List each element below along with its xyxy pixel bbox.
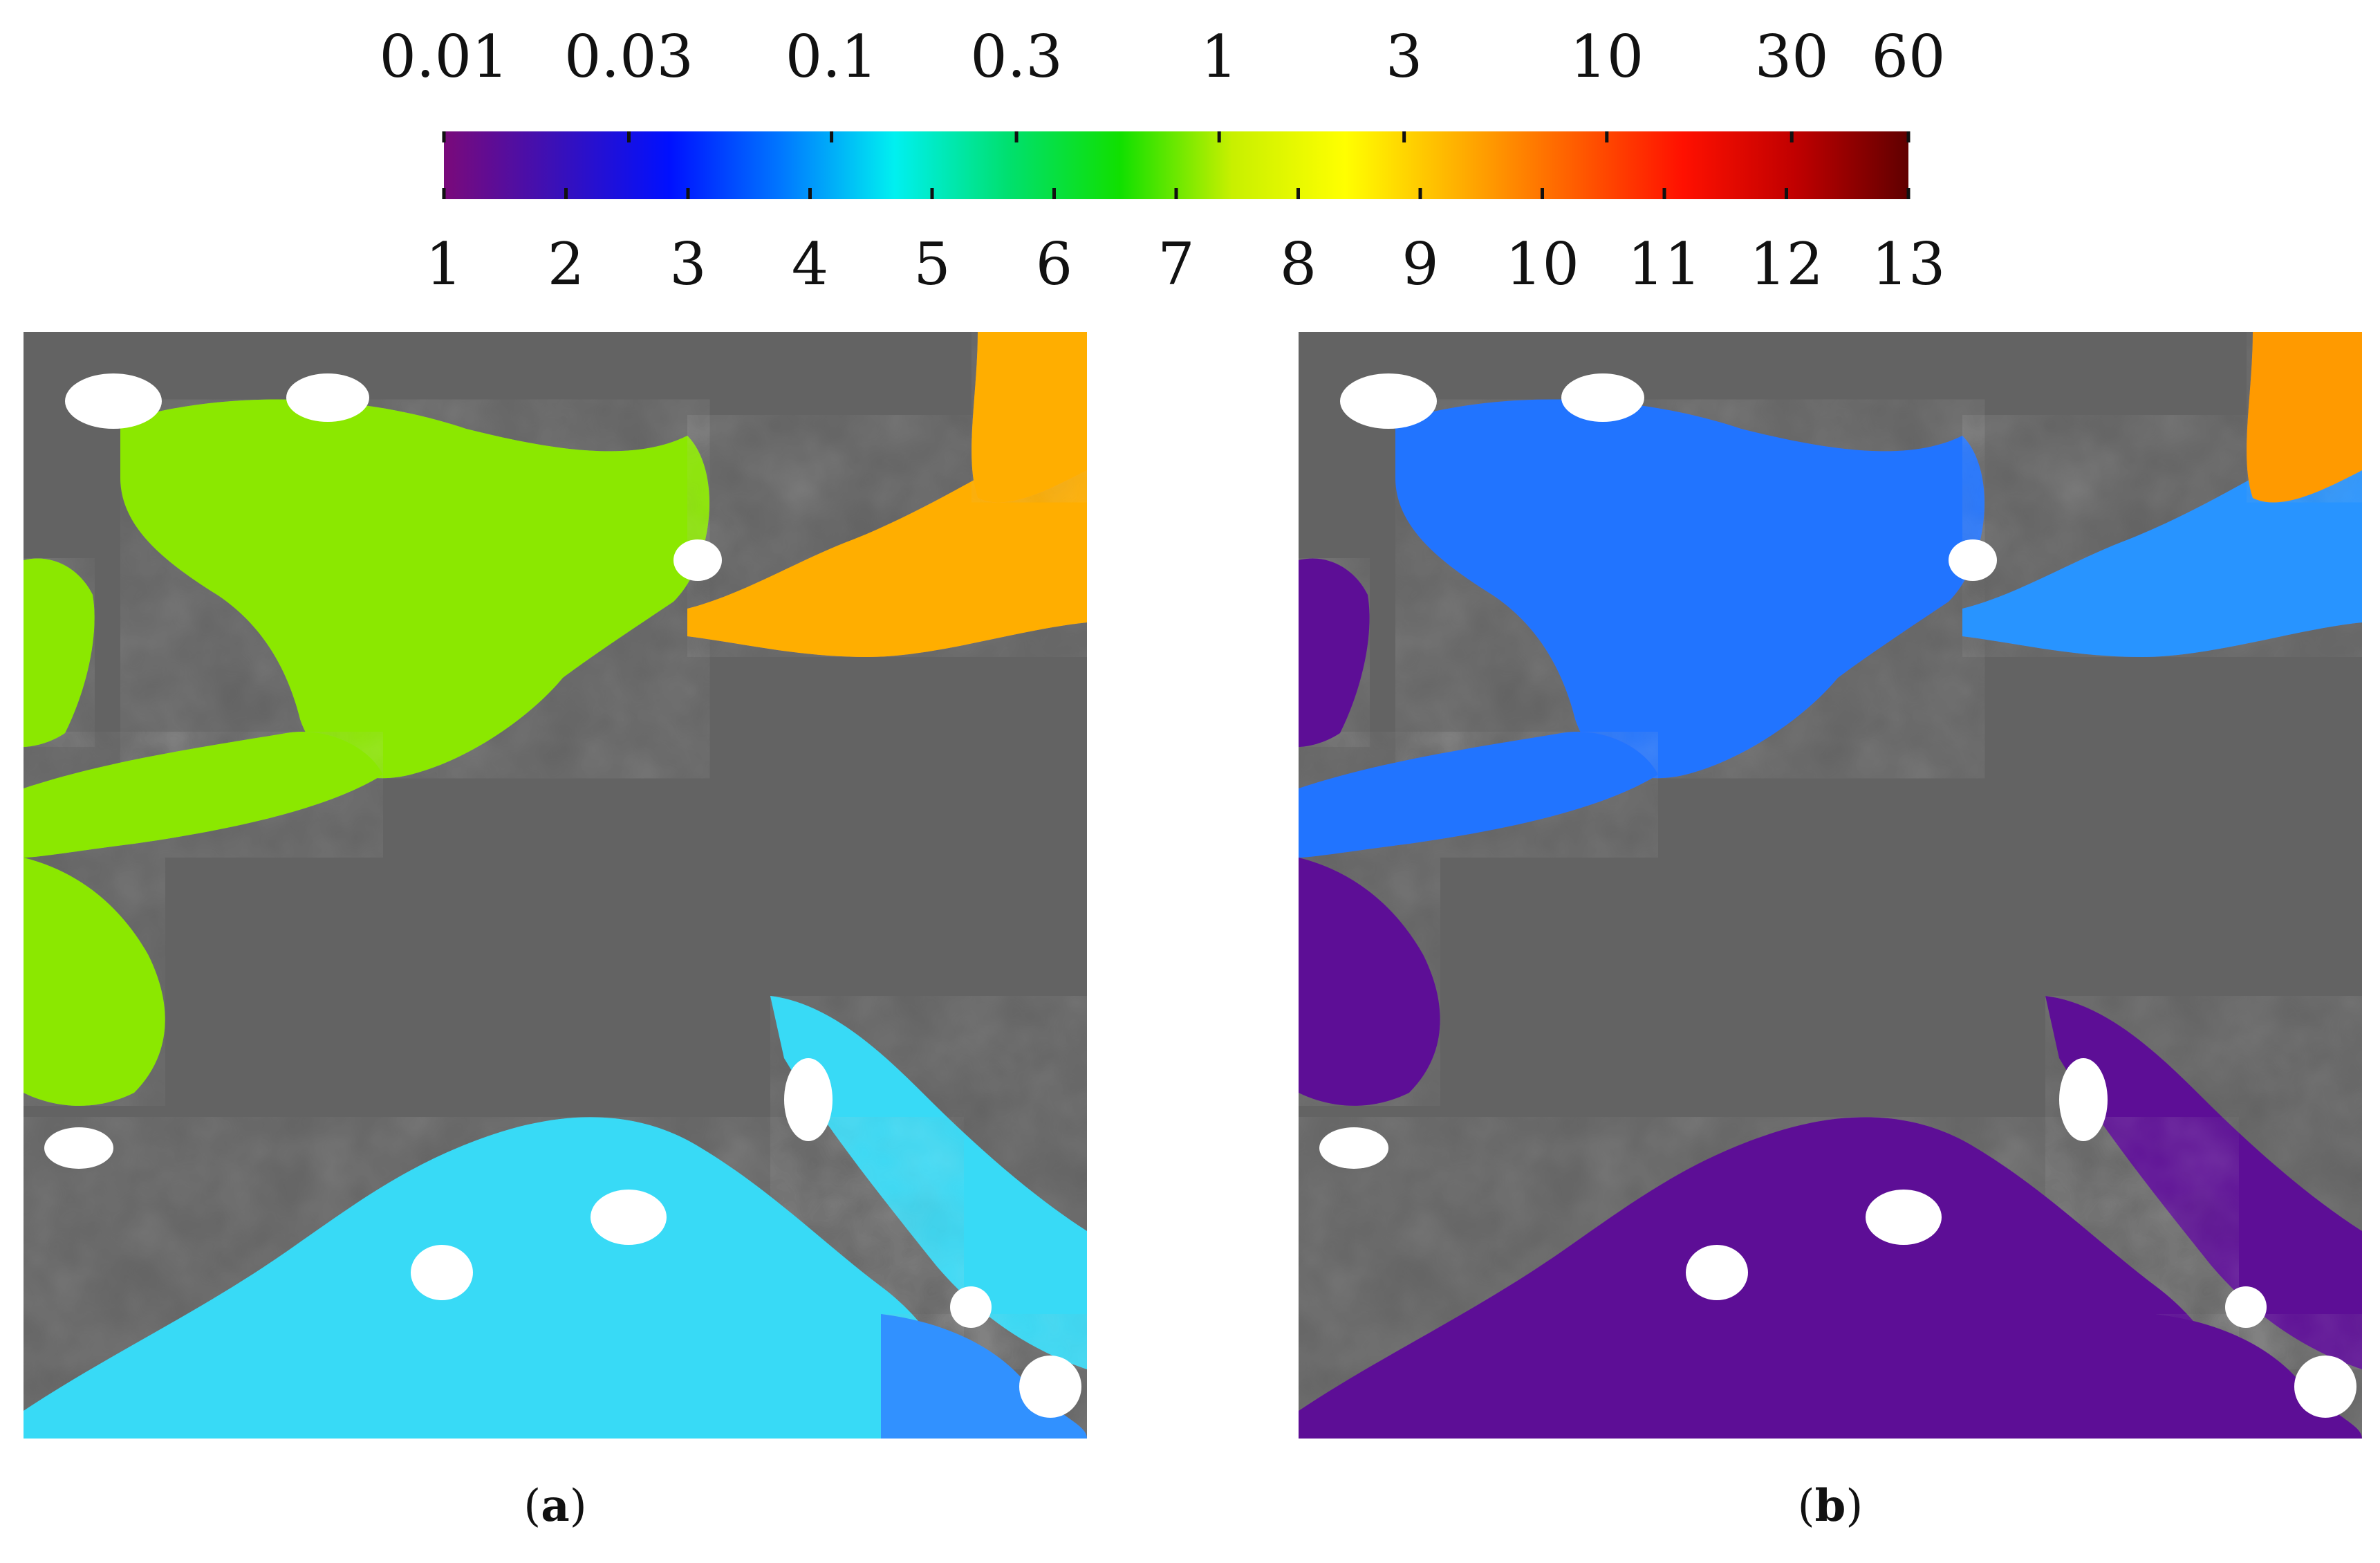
colorbar-top-tick-label: 3 (1385, 23, 1423, 91)
colorbar-bottom-tick-label: 7 (1158, 230, 1195, 298)
sea-texture (1299, 558, 1370, 747)
cloud-mask (1340, 373, 1437, 429)
colorbar-bottom-tick-label: 10 (1505, 230, 1579, 298)
sea-texture (2247, 332, 2362, 503)
colorbar-top-tick-label: 30 (1754, 23, 1829, 91)
colorbar-bottom-tick-label: 11 (1627, 230, 1702, 298)
cloud-mask (591, 1190, 667, 1245)
sea-region-irish (1299, 558, 1370, 747)
cloud-mask (286, 373, 369, 422)
cloud-mask (1561, 373, 1644, 422)
sea-region-north-sea (1395, 399, 1985, 779)
map-panel-b (1299, 332, 2362, 1439)
colorbar-bottom-tick-label: 3 (669, 230, 707, 298)
colorbar-bottom-tick-label: 13 (1871, 230, 1946, 298)
sea-texture (24, 558, 95, 747)
colorbar-bottom-tick-label: 5 (913, 230, 951, 298)
sea-region-irish (24, 558, 95, 747)
sea-region-adriatic (770, 996, 1087, 1369)
cloud-mask (1866, 1190, 1942, 1245)
cloud-mask (411, 1245, 473, 1300)
sea-texture (1395, 399, 1985, 779)
cloud-mask (2059, 1058, 2108, 1141)
colorbar-gradient (444, 131, 1908, 199)
sea-region-bothnia (971, 332, 1087, 503)
colorbar-top-tick-label: 0.03 (564, 23, 694, 91)
caption-b: (b) (1797, 1480, 1863, 1532)
cloud-mask (950, 1286, 992, 1328)
sea-texture (24, 732, 383, 858)
colorbar-bottom-tick-label: 1 (425, 230, 463, 298)
sea-texture (24, 858, 165, 1106)
caption-a: (a) (523, 1480, 587, 1532)
colorbar-bottom-tick-label: 12 (1749, 230, 1823, 298)
cloud-mask (2225, 1286, 2267, 1328)
cloud-mask (1319, 1127, 1388, 1169)
sea-texture (2045, 996, 2362, 1369)
colorbar-top-tick-label: 0.3 (970, 23, 1063, 91)
cloud-mask (784, 1058, 833, 1141)
cloud-mask (2294, 1356, 2356, 1418)
sea-region-biscay (1299, 858, 1440, 1106)
map-b-sea (1299, 332, 2362, 1439)
sea-texture (971, 332, 1087, 503)
sea-texture (1299, 1117, 2239, 1439)
colorbar-top-ticks (442, 131, 1910, 142)
sea-region-north-sea (120, 399, 710, 779)
colorbar-bottom-tick-label: 8 (1279, 230, 1317, 298)
sea-texture (24, 1117, 964, 1439)
cloud-mask (673, 539, 722, 581)
cloud-mask (44, 1127, 113, 1169)
sea-region-bothnia (2247, 332, 2362, 503)
colorbar-bottom-tick-label: 6 (1035, 230, 1073, 298)
colorbar-bottom-tick-label: 2 (547, 230, 585, 298)
sea-region-west-med (1299, 1117, 2239, 1439)
colorbar-top-tick-label: 60 (1871, 23, 1946, 91)
sea-texture (1299, 858, 1440, 1106)
sea-texture (1299, 732, 1658, 858)
cloud-mask (65, 373, 162, 429)
colorbar (442, 131, 1910, 199)
sea-region-biscay (24, 858, 165, 1106)
sea-region-channel (1299, 732, 1658, 858)
sea-texture (770, 996, 1087, 1369)
colorbar-bottom-ticks (442, 188, 1910, 199)
map-a-sea (24, 332, 1087, 1439)
cloud-mask (1686, 1245, 1748, 1300)
cloud-mask (1949, 539, 1997, 581)
sea-texture (120, 399, 710, 779)
colorbar-bottom-tick-label: 9 (1402, 230, 1439, 298)
cloud-mask (1019, 1356, 1081, 1418)
map-panel-a (24, 332, 1087, 1439)
colorbar-top-tick-label: 0.01 (379, 23, 509, 91)
colorbar-top-tick-label: 10 (1570, 23, 1644, 91)
sea-region-adriatic (2045, 996, 2362, 1369)
colorbar-bottom-tick-label: 4 (791, 230, 829, 298)
colorbar-top-tick-label: 0.1 (785, 23, 878, 91)
sea-region-channel (24, 732, 383, 858)
sea-region-west-med (24, 1117, 964, 1439)
colorbar-top-tick-label: 1 (1200, 23, 1238, 91)
